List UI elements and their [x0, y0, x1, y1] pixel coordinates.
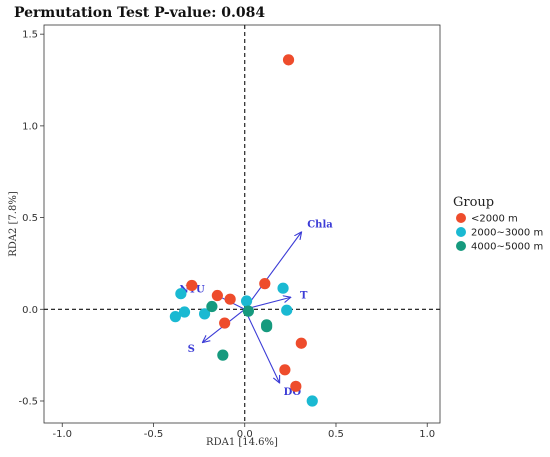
- point-series-1: [178, 306, 191, 318]
- data-points: [169, 54, 318, 407]
- point-series-2: [261, 321, 273, 333]
- x-tick-label: 0.5: [328, 429, 344, 440]
- arrow-label-chla: Chla: [307, 220, 333, 231]
- legend-label: <2000 m: [471, 214, 518, 225]
- y-tick-label: 0.5: [22, 213, 38, 224]
- legend-title: Group: [453, 195, 494, 210]
- arrow-label-s: S: [188, 344, 195, 355]
- reference-lines: [44, 25, 440, 423]
- point-series-1: [198, 308, 211, 320]
- point-series-1: [240, 295, 253, 307]
- point-series-1: [277, 282, 289, 294]
- legend-marker: [456, 213, 466, 223]
- y-axis-title: RDA2 [7.8%]: [8, 191, 19, 257]
- point-series-0: [186, 279, 198, 292]
- point-series-0: [259, 278, 271, 290]
- chart-title: Permutation Test P-value: 0.084: [14, 5, 265, 21]
- arrow-do: [244, 309, 280, 382]
- y-axis: -0.5 0.0 0.5 1.0 1.5: [18, 30, 44, 407]
- point-series-0: [219, 317, 231, 329]
- point-series-1: [306, 395, 318, 407]
- x-axis-title: RDA1 [14.6%]: [206, 437, 278, 448]
- plot-frame: [43, 24, 441, 424]
- point-series-1: [169, 311, 181, 323]
- point-series-0: [279, 364, 291, 376]
- legend-label: 2000~3000 m: [471, 228, 543, 239]
- point-series-1: [175, 288, 187, 300]
- point-series-0: [282, 54, 295, 66]
- point-series-1: [281, 304, 293, 316]
- point-series-2: [217, 349, 229, 361]
- arrow-label-do: DO: [284, 387, 302, 398]
- arrow-label-t: T: [300, 290, 308, 301]
- point-series-0: [224, 293, 236, 305]
- x-tick-label: 0.0: [237, 429, 253, 440]
- y-tick-label: -0.5: [18, 396, 38, 407]
- point-series-2: [242, 305, 254, 317]
- x-tick-label: -1.0: [52, 429, 72, 440]
- y-tick-label: 1.5: [22, 30, 38, 41]
- y-tick-label: 0.0: [22, 305, 38, 316]
- y-tick-label: 1.0: [22, 121, 38, 132]
- arrow-chla: [244, 232, 302, 310]
- legend-label: 4000~5000 m: [471, 242, 543, 253]
- point-series-0: [295, 337, 307, 349]
- legend-marker: [456, 241, 466, 251]
- legend-marker: [456, 227, 466, 237]
- x-tick-label: -0.5: [144, 429, 164, 440]
- point-series-0: [211, 289, 223, 302]
- point-series-0: [290, 380, 302, 392]
- x-axis: -1.0 -0.5 0.0 0.5 1.0: [52, 423, 435, 440]
- legend: Group <2000 m 2000~3000 m 4000~5000 m: [453, 195, 543, 253]
- point-series-2: [206, 300, 218, 313]
- x-tick-label: 1.0: [419, 429, 435, 440]
